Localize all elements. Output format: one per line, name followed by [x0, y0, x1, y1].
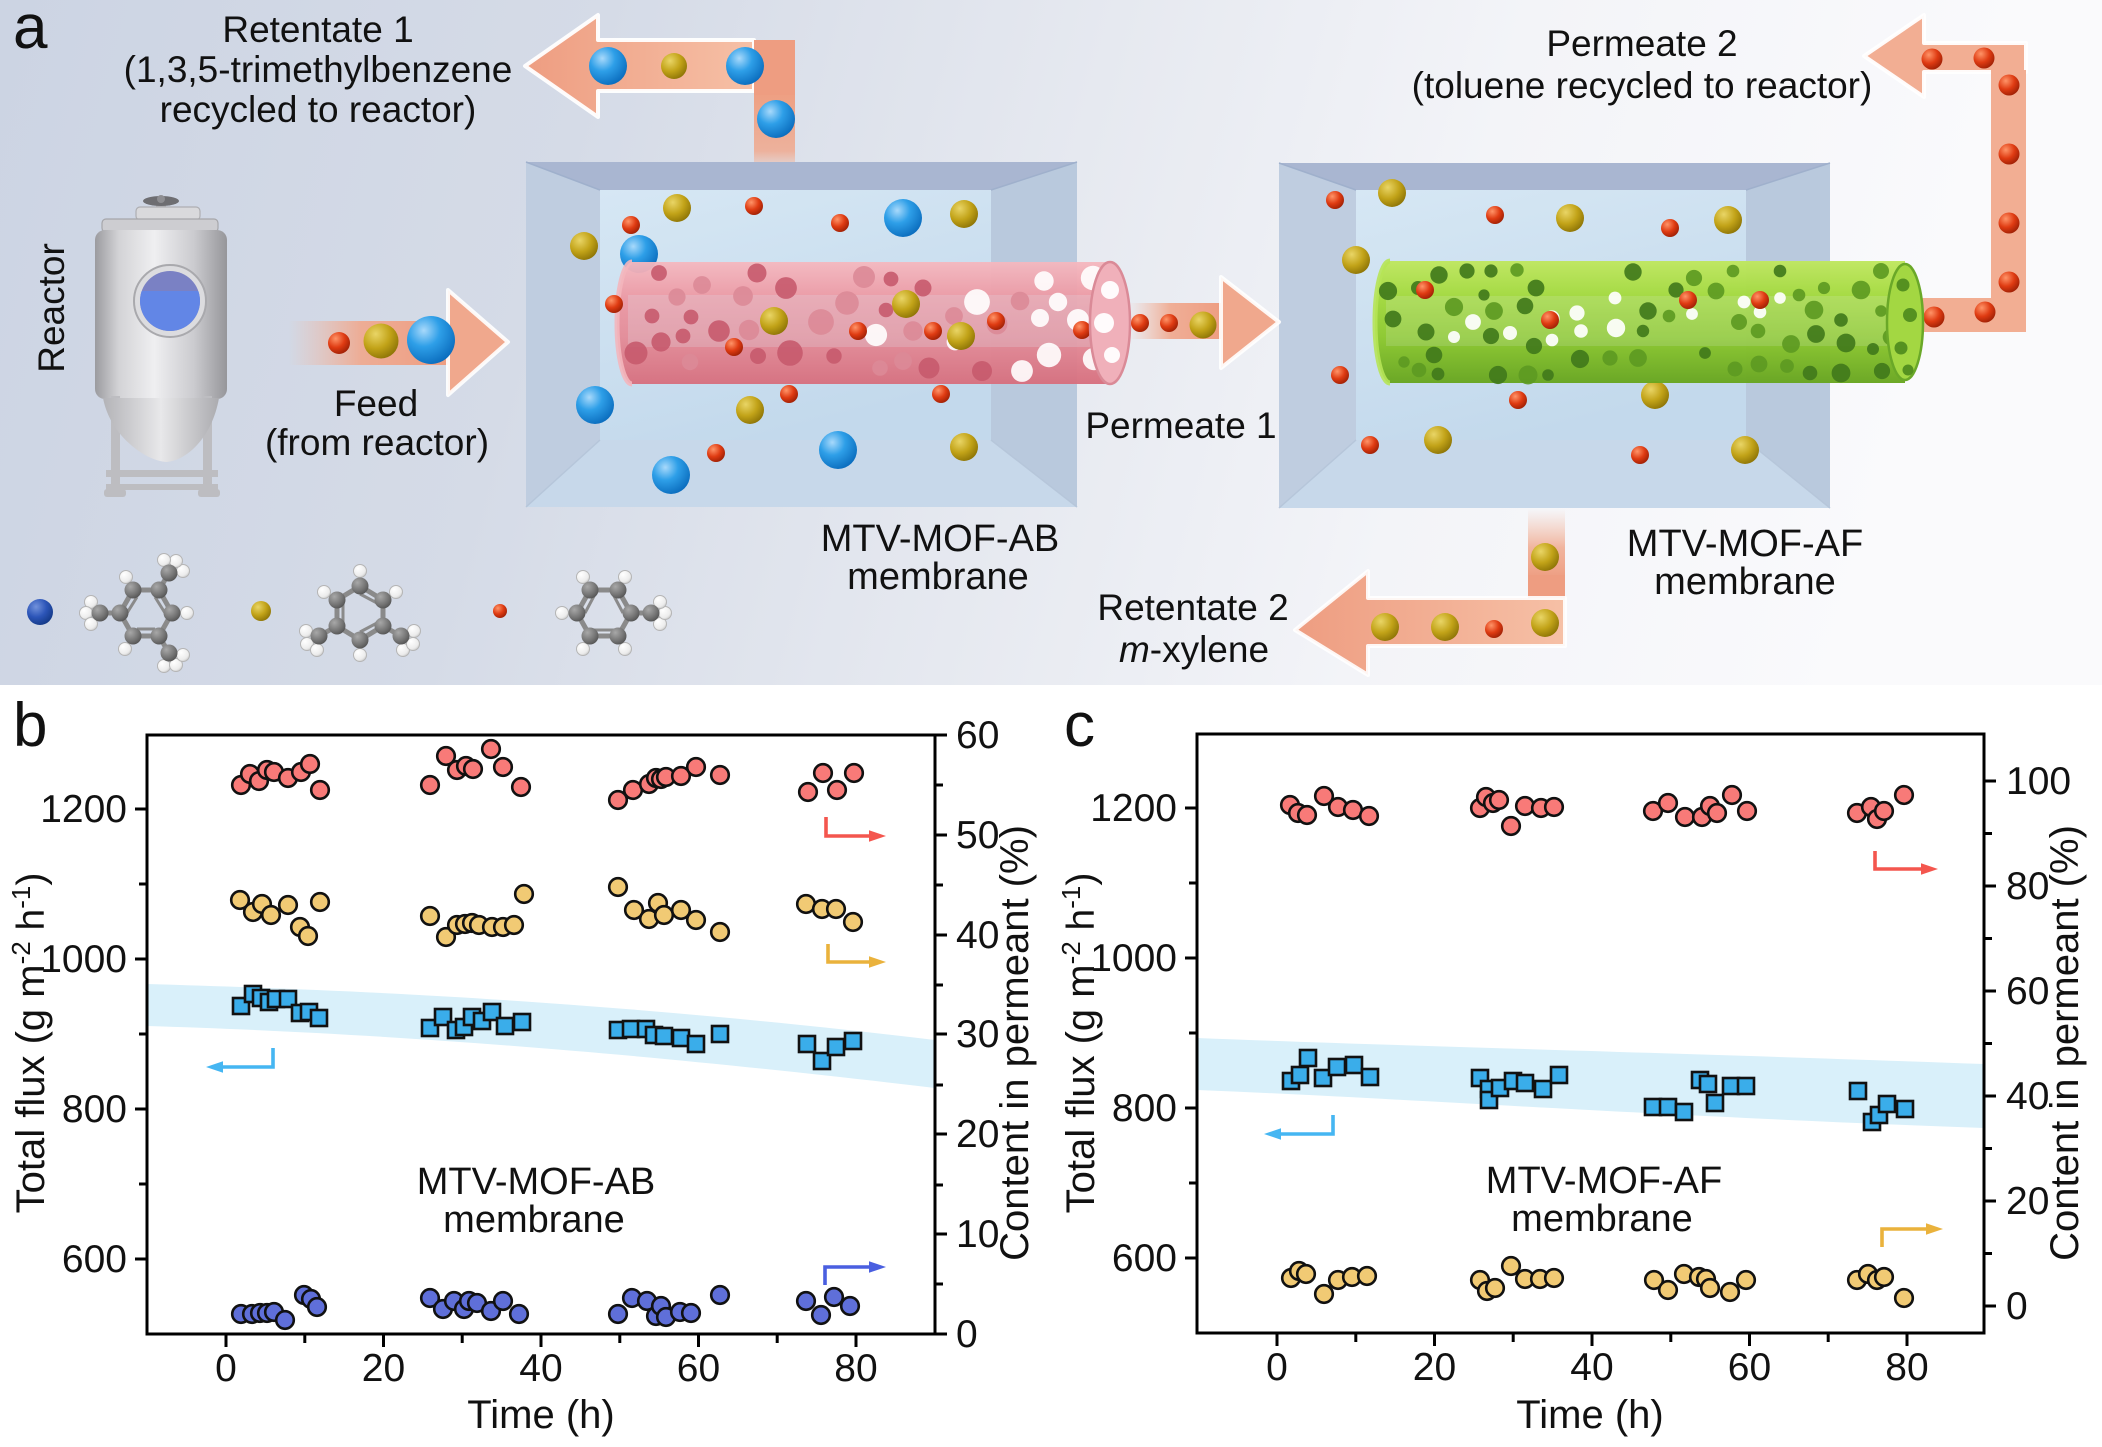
svg-text:Content in permeant (%): Content in permeant (%) — [2043, 825, 2087, 1261]
svg-text:Content in permeant (%): Content in permeant (%) — [993, 825, 1037, 1261]
svg-text:80: 80 — [2006, 865, 2049, 908]
svg-text:0: 0 — [1266, 1346, 1288, 1389]
svg-text:MTV-MOF-AF: MTV-MOF-AF — [1486, 1160, 1722, 1202]
svg-text:60: 60 — [2006, 970, 2049, 1013]
svg-text:20: 20 — [362, 1347, 405, 1390]
svg-text:600: 600 — [62, 1238, 127, 1281]
svg-text:600: 600 — [1112, 1237, 1177, 1280]
svg-text:100: 100 — [2006, 760, 2071, 803]
svg-text:MTV-MOF-AB: MTV-MOF-AB — [417, 1161, 656, 1203]
svg-text:b: b — [13, 691, 47, 760]
svg-text:Retentate 1: Retentate 1 — [222, 9, 413, 50]
svg-text:0: 0 — [2006, 1285, 2028, 1328]
svg-text:(from reactor): (from reactor) — [265, 422, 489, 463]
svg-text:80: 80 — [1885, 1346, 1928, 1389]
svg-text:Total flux (g m-2 h-1): Total flux (g m-2 h-1) — [1056, 873, 1103, 1214]
svg-text:Retentate 2: Retentate 2 — [1097, 587, 1288, 628]
svg-text:800: 800 — [62, 1088, 127, 1131]
svg-text:a: a — [13, 0, 48, 62]
svg-text:0: 0 — [215, 1347, 237, 1390]
svg-text:c: c — [1064, 691, 1095, 760]
svg-text:Time (h): Time (h) — [467, 1393, 614, 1437]
svg-text:30: 30 — [956, 1013, 999, 1056]
svg-text:Time (h): Time (h) — [1516, 1393, 1663, 1437]
svg-text:membrane: membrane — [1654, 561, 1836, 603]
svg-text:Reactor: Reactor — [31, 243, 72, 373]
svg-text:1200: 1200 — [1090, 787, 1177, 830]
svg-text:m-xylene: m-xylene — [1119, 629, 1269, 670]
svg-text:10: 10 — [956, 1213, 999, 1256]
svg-text:Total flux (g m-2 h-1): Total flux (g m-2 h-1) — [6, 873, 53, 1214]
svg-text:40: 40 — [2006, 1075, 2049, 1118]
svg-text:20: 20 — [2006, 1180, 2049, 1223]
svg-text:membrane: membrane — [443, 1199, 625, 1241]
svg-text:60: 60 — [956, 714, 999, 757]
svg-text:40: 40 — [519, 1347, 562, 1390]
svg-text:1000: 1000 — [1090, 937, 1177, 980]
svg-text:(toluene recycled to reactor): (toluene recycled to reactor) — [1412, 65, 1873, 106]
svg-text:membrane: membrane — [847, 556, 1029, 598]
svg-text:40: 40 — [1570, 1346, 1613, 1389]
svg-text:20: 20 — [956, 1113, 999, 1156]
svg-text:0: 0 — [956, 1313, 978, 1356]
svg-text:1200: 1200 — [40, 788, 127, 831]
svg-text:(1,3,5-trimethylbenzene: (1,3,5-trimethylbenzene — [124, 49, 513, 90]
svg-text:MTV-MOF-AF: MTV-MOF-AF — [1627, 523, 1863, 565]
svg-text:recycled to reactor): recycled to reactor) — [160, 89, 477, 130]
svg-text:80: 80 — [834, 1347, 877, 1390]
svg-text:40: 40 — [956, 914, 999, 957]
svg-text:MTV-MOF-AB: MTV-MOF-AB — [821, 518, 1060, 560]
svg-text:50: 50 — [956, 814, 999, 857]
svg-text:1000: 1000 — [40, 938, 127, 981]
svg-text:60: 60 — [677, 1347, 720, 1390]
svg-text:Permeate 2: Permeate 2 — [1546, 23, 1737, 64]
svg-text:800: 800 — [1112, 1087, 1177, 1130]
svg-text:membrane: membrane — [1511, 1198, 1693, 1240]
svg-text:20: 20 — [1413, 1346, 1456, 1389]
svg-text:Feed: Feed — [334, 383, 418, 424]
svg-text:60: 60 — [1728, 1346, 1771, 1389]
svg-text:Permeate 1: Permeate 1 — [1085, 405, 1276, 446]
